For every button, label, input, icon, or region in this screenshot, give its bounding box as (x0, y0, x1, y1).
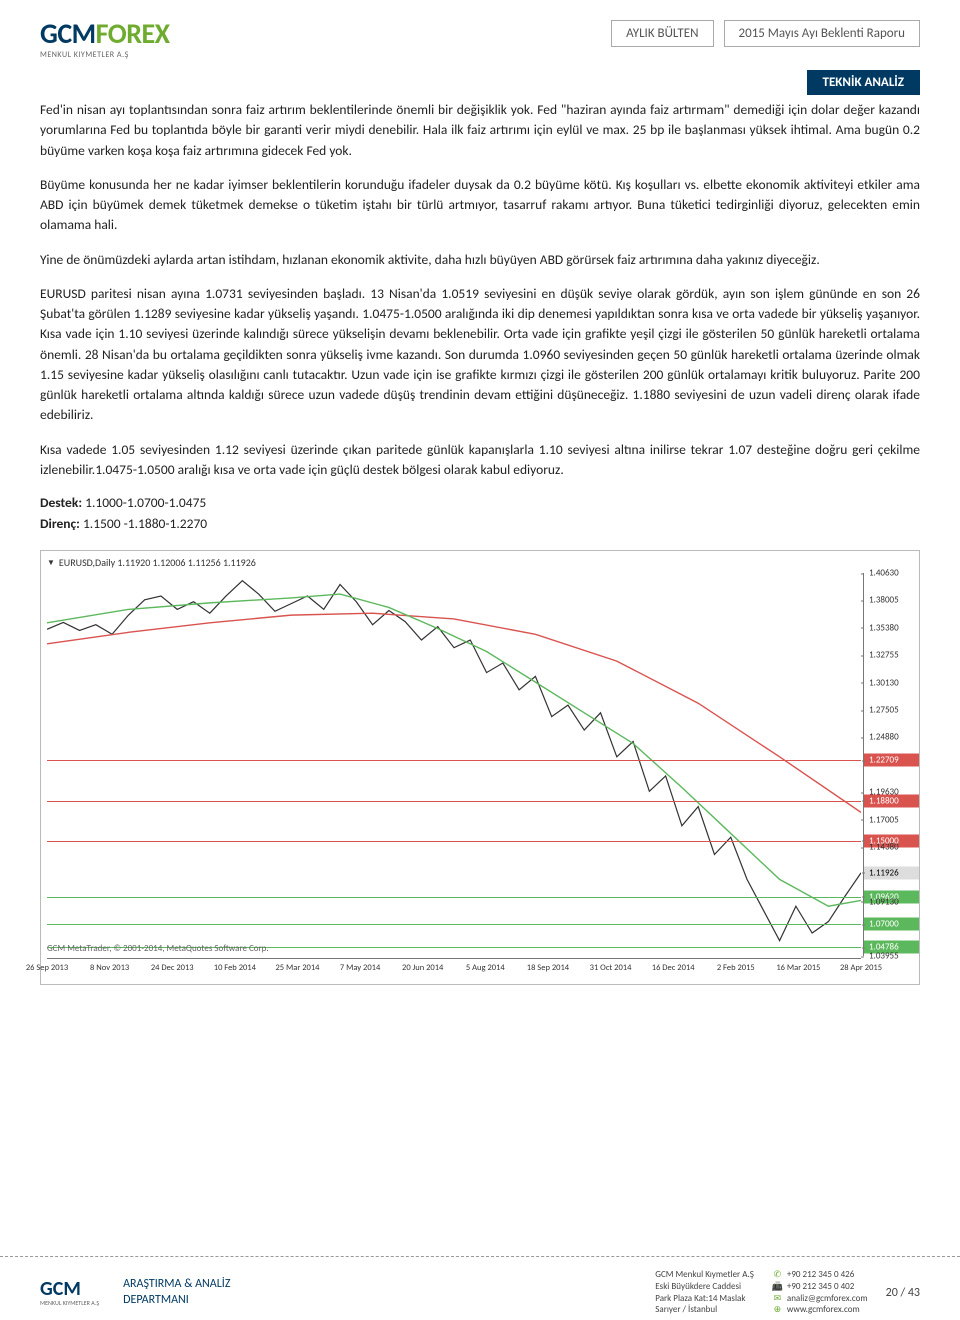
footer-phone: +90 212 345 0 426 (787, 1269, 854, 1281)
footer-addr-l1: GCM Menkul Kıymetler A.Ş (655, 1269, 754, 1281)
footer-dept-l2: DEPARTMANI (123, 1293, 230, 1309)
footer-addr-l2: Eski Büyükdere Caddesi (655, 1281, 754, 1293)
footer-contact: ✆ +90 212 345 0 426 📠 +90 212 345 0 402 ✉ a… (772, 1269, 868, 1316)
y-tick: 1.40630 (864, 568, 919, 579)
y-tick: 1.32755 (864, 650, 919, 661)
x-tick: 25 Mar 2014 (275, 963, 319, 973)
resistance-hline (47, 841, 861, 842)
x-tick: 24 Dec 2013 (151, 963, 194, 973)
para-5: Kısa vadede 1.05 seviyesinden 1.12 seviy… (40, 440, 920, 481)
y-tick: 1.07000 (864, 918, 919, 931)
x-tick: 31 Oct 2014 (590, 963, 632, 973)
chart-x-axis: 26 Sep 20138 Nov 201324 Dec 201310 Feb 2… (47, 958, 861, 984)
web-icon: ⊕ (772, 1304, 783, 1316)
resistance-values: 1.1500 -1.1880-1.2270 (83, 515, 207, 532)
footer-address: GCM Menkul Kıymetler A.Ş Eski Büyükdere … (655, 1269, 754, 1316)
chart-svg (47, 573, 861, 956)
x-tick: 16 Dec 2014 (652, 963, 695, 973)
y-tick: 1.24880 (864, 732, 919, 743)
support-hline (47, 924, 861, 925)
resistance-hline (47, 760, 861, 761)
article-body: Fed'in nisan ayı toplantısından sonra fa… (40, 100, 920, 532)
y-tick: 1.27505 (864, 705, 919, 716)
x-tick: 18 Sep 2014 (527, 963, 569, 973)
chart-credit: GCM MetaTrader, © 2001-2014, MetaQuotes … (47, 943, 269, 954)
para-3: Yine de önümüzdeki aylarda artan istihda… (40, 250, 920, 270)
x-tick: 10 Feb 2014 (214, 963, 256, 973)
x-tick: 26 Sep 2013 (26, 963, 68, 973)
eurusd-chart: ▼ EURUSD,Daily 1.11920 1.12006 1.11256 1… (40, 550, 920, 985)
x-tick: 2 Feb 2015 (717, 963, 755, 973)
x-tick: 16 Mar 2015 (776, 963, 820, 973)
header-boxes: AYLIK BÜLTEN 2015 Mayıs Ayı Beklenti Rap… (611, 20, 920, 47)
brand-subtitle: MENKUL KIYMETLER A.Ş (40, 50, 170, 60)
chart-title-text: EURUSD,Daily 1.11920 1.12006 1.11256 1.1… (59, 556, 256, 569)
header-box-report-title: 2015 Mayıs Ayı Beklenti Raporu (724, 20, 920, 47)
x-tick: 20 Jun 2014 (402, 963, 443, 973)
y-tick: 1.22709 (864, 754, 919, 767)
y-tick: 1.14380 (864, 842, 919, 853)
email-icon: ✉ (772, 1293, 783, 1305)
brand-part2: FOREX (96, 16, 170, 51)
footer-department: ARAŞTIRMA & ANALİZ DEPARTMANI (123, 1277, 230, 1308)
y-tick: 1.18800 (864, 794, 919, 807)
para-2: Büyüme konusunda her ne kadar iyimser be… (40, 175, 920, 236)
resistance-hline (47, 801, 861, 802)
footer-addr-l4: Sarıyer / İstanbul (655, 1304, 754, 1316)
resistance-line: Direnç: 1.1500 -1.1880-1.2270 (40, 515, 920, 532)
chart-title: ▼ EURUSD,Daily 1.11920 1.12006 1.11256 1… (47, 556, 256, 569)
footer-fax: +90 212 345 0 402 (787, 1281, 854, 1293)
footer-addr-l3: Park Plaza Kat:14 Maslak (655, 1293, 754, 1305)
support-label: Destek: (40, 494, 82, 511)
footer-email: analiz@gcmforex.com (787, 1293, 868, 1305)
y-tick: 1.11926 (864, 866, 919, 879)
footer-dept-l1: ARAŞTIRMA & ANALİZ (123, 1277, 230, 1293)
para-4: EURUSD paritesi nisan ayına 1.0731 seviy… (40, 284, 920, 426)
fax-icon: 📠 (772, 1281, 783, 1293)
brand-part1: GCM (40, 16, 96, 51)
page-number: 20 / 43 (886, 1286, 920, 1300)
para-1: Fed'in nisan ayı toplantısından sonra fa… (40, 100, 920, 161)
y-tick: 1.38005 (864, 595, 919, 606)
header-box-bulletin: AYLIK BÜLTEN (611, 20, 713, 47)
section-badge: TEKNİK ANALİZ (807, 70, 920, 95)
y-tick: 1.35380 (864, 622, 919, 633)
y-tick: 1.09130 (864, 896, 919, 907)
chart-plot-area (47, 573, 861, 956)
footer-logo: GCM MENKUL KIYMETLER A.Ş (40, 1279, 99, 1307)
x-tick: 8 Nov 2013 (90, 963, 129, 973)
x-tick: 5 Aug 2014 (466, 963, 505, 973)
footer-web: www.gcmforex.com (787, 1304, 860, 1316)
support-hline (47, 897, 861, 898)
y-tick: 1.03955 (864, 951, 919, 962)
x-tick: 7 May 2014 (340, 963, 380, 973)
support-line: Destek: 1.1000-1.0700-1.0475 (40, 494, 920, 511)
page-footer: GCM MENKUL KIYMETLER A.Ş ARAŞTIRMA & ANA… (0, 1256, 960, 1320)
chart-dropdown-icon: ▼ (47, 558, 55, 568)
page-header: GCMFOREX MENKUL KIYMETLER A.Ş AYLIK BÜLT… (40, 20, 920, 60)
footer-brand: GCM (40, 1277, 81, 1301)
x-tick: 28 Apr 2015 (840, 963, 882, 973)
y-tick: 1.17005 (864, 814, 919, 825)
brand-logo: GCMFOREX MENKUL KIYMETLER A.Ş (40, 20, 170, 60)
resistance-label: Direnç: (40, 515, 80, 532)
chart-y-axis: 1.406301.380051.353801.327551.301301.275… (863, 573, 919, 956)
footer-brand-sub: MENKUL KIYMETLER A.Ş (40, 1299, 99, 1307)
support-values: 1.1000-1.0700-1.0475 (85, 494, 206, 511)
y-tick: 1.30130 (864, 677, 919, 688)
phone-icon: ✆ (772, 1269, 783, 1281)
